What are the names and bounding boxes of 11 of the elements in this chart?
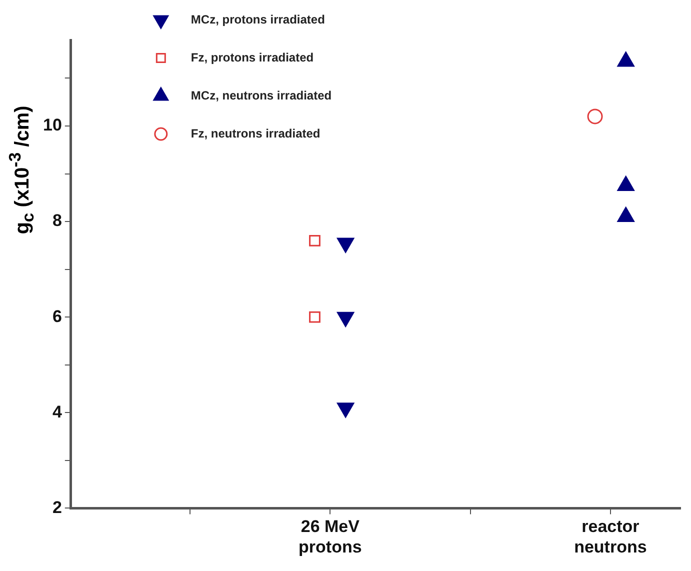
y-tick-label: 4 (52, 402, 62, 422)
x-tick-label: 26 MeV protons (298, 517, 362, 556)
legend-label: Fz, protons irradiated (190, 50, 314, 64)
y-tick-label: 2 (52, 498, 62, 517)
legend-label: MCz, protons irradiated (190, 12, 325, 26)
y-tick-label: 6 (52, 306, 62, 326)
y-tick-label: 8 (52, 211, 62, 230)
legend-label: MCz, neutrons irradiated (190, 88, 332, 102)
y-tick-label: 10 (42, 116, 62, 135)
x-tick-label: reactor neutrons (574, 517, 647, 556)
legend-label: Fz, neutrons irradiated (190, 126, 320, 140)
